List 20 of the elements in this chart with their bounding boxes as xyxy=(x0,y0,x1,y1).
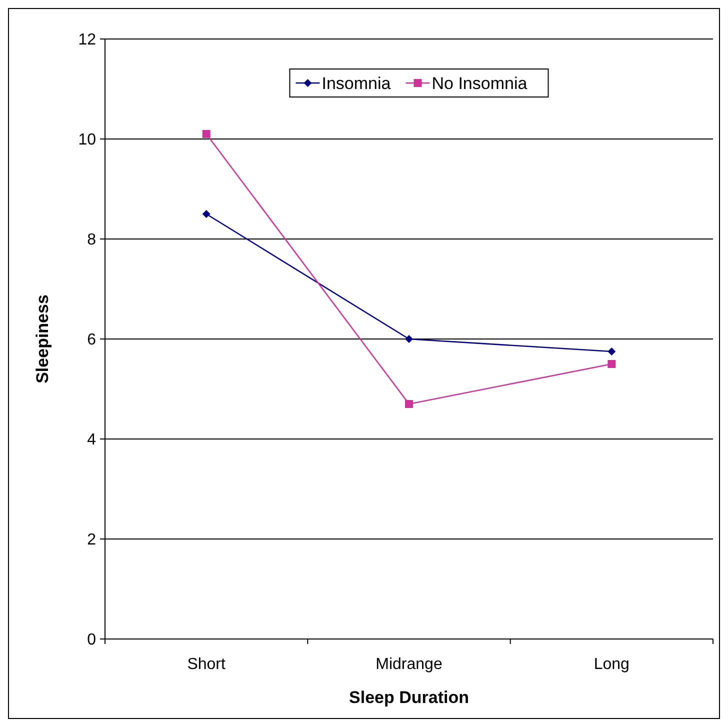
y-tick-label: 4 xyxy=(87,432,96,449)
y-tick-label: 2 xyxy=(87,532,96,549)
x-tick-label: Long xyxy=(594,656,630,673)
y-tick-label: 10 xyxy=(78,132,96,149)
y-axis-title: Sleepiness xyxy=(33,294,52,384)
y-tick-label: 0 xyxy=(87,632,96,649)
point xyxy=(202,210,210,218)
point xyxy=(405,335,413,343)
y-tick-label: 8 xyxy=(87,232,96,249)
x-tick-label: Short xyxy=(187,656,226,673)
point xyxy=(405,400,413,408)
y-tick-label: 12 xyxy=(78,32,96,49)
y-tick-label: 6 xyxy=(87,332,96,349)
point xyxy=(608,360,616,368)
x-axis-title: Sleep Duration xyxy=(349,688,469,707)
legend-label: No Insomnia xyxy=(432,74,528,93)
point xyxy=(608,348,616,356)
point xyxy=(202,130,210,138)
x-tick-label: Midrange xyxy=(376,656,442,673)
legend-label: Insomnia xyxy=(322,74,392,93)
